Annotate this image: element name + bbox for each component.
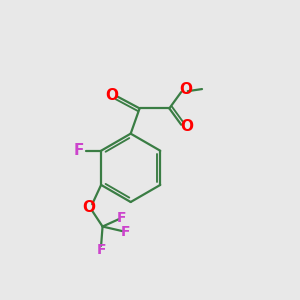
Text: O: O bbox=[180, 119, 193, 134]
Text: F: F bbox=[121, 226, 130, 239]
Text: O: O bbox=[82, 200, 95, 215]
Text: O: O bbox=[105, 88, 118, 103]
Text: F: F bbox=[74, 143, 84, 158]
Text: F: F bbox=[117, 211, 127, 225]
Text: F: F bbox=[96, 243, 106, 257]
Text: O: O bbox=[179, 82, 192, 97]
